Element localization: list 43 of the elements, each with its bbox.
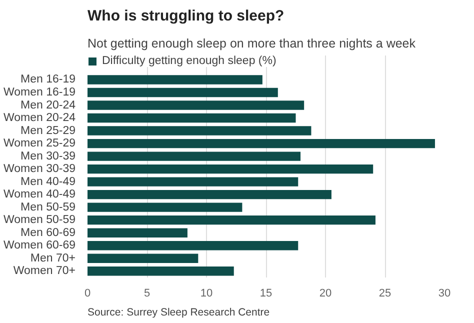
source-note: Source: Surrey Sleep Research Centre (88, 306, 270, 318)
y-tick-label: Men 16-19 (20, 74, 76, 86)
y-tick-label: Women 50-59 (3, 214, 76, 226)
y-tick-label: Men 25-29 (20, 124, 76, 137)
bar (88, 266, 234, 276)
y-tick-label: Women 70+ (13, 265, 76, 278)
y-tick-label: Men 70+ (30, 252, 76, 264)
bar (88, 241, 298, 250)
bar (88, 215, 376, 225)
x-tick-label: 5 (144, 288, 150, 300)
y-tick-label: Women 30-39 (3, 163, 76, 176)
bar (88, 75, 262, 84)
x-tick-label: 15 (260, 288, 272, 300)
chart-title: Who is struggling to sleep? (88, 8, 284, 24)
bar (88, 190, 332, 200)
y-tick-label: Women 20-24 (3, 112, 76, 124)
bar (88, 113, 296, 123)
bar (88, 202, 242, 212)
bar (88, 164, 374, 174)
chart-subtitle: Not getting enough sleep on more than three nights a week (88, 36, 416, 50)
bar (88, 228, 188, 238)
x-tick-label: 20 (319, 288, 332, 300)
y-tick-label: Women 16-19 (3, 86, 76, 98)
x-tick-label: 30 (438, 288, 451, 300)
x-tick-label: 10 (200, 288, 213, 300)
bar (88, 100, 304, 110)
x-tick-label: 25 (378, 288, 392, 300)
bar (88, 138, 435, 148)
bar (88, 88, 278, 98)
y-tick-label: Men 50-59 (20, 201, 76, 214)
legend-label: Difficulty getting enough sleep (%) (102, 55, 276, 67)
y-tick-label: Women 60-69 (3, 240, 76, 252)
bar (88, 177, 298, 186)
bar (88, 152, 301, 161)
y-tick-label: Men 20-24 (20, 99, 76, 112)
x-tick-label: 0 (84, 288, 91, 300)
bar (88, 254, 198, 263)
y-tick-label: Men 60-69 (20, 226, 76, 239)
y-tick-label: Women 25-29 (3, 138, 76, 150)
y-tick-label: Men 40-49 (20, 176, 76, 188)
y-tick-label: Women 40-49 (3, 188, 76, 201)
bar (88, 126, 312, 136)
y-tick-label: Men 30-39 (20, 150, 76, 162)
